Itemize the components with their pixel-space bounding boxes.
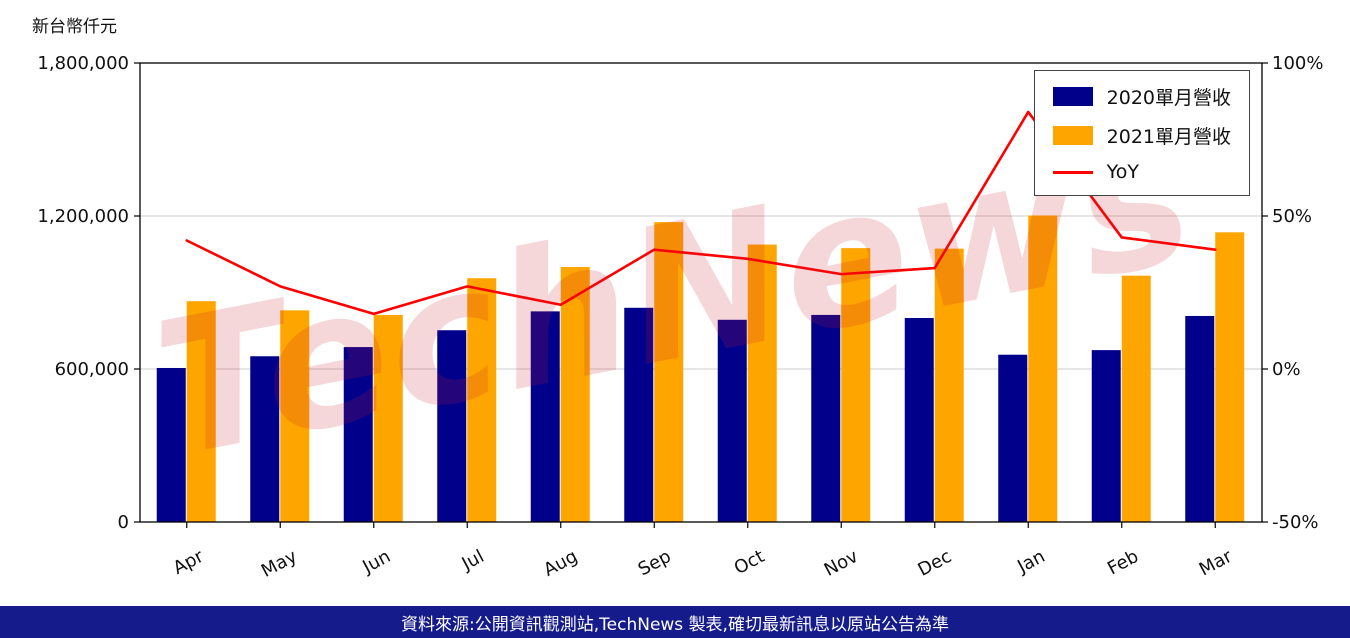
x-tick-label-Mar: Mar xyxy=(1196,546,1236,581)
left-axis-unit-label: 新台幣仟元 xyxy=(32,17,117,37)
left-tick-label: 600,000 xyxy=(55,359,129,380)
x-tick-label-Apr: Apr xyxy=(170,546,208,579)
bar-2021單月營收-Apr xyxy=(186,301,216,522)
bar-series-1 xyxy=(186,215,1245,523)
chart-legend: 2020單月營收 2021單月營收 YoY xyxy=(1033,70,1250,196)
right-tick-label: -50% xyxy=(1272,512,1319,533)
bar-2020單月營收-Sep xyxy=(624,307,654,522)
legend-label-yoy: YoY xyxy=(1106,161,1139,183)
x-tick-label-May: May xyxy=(258,546,301,582)
x-tick-label-Sep: Sep xyxy=(635,546,675,580)
x-tick-label-Oct: Oct xyxy=(731,546,768,579)
source-footer: 資料來源:公開資訊觀測站,TechNews 製表,確切最新訊息以原站公告為準 xyxy=(0,606,1350,638)
plot-frame xyxy=(139,62,1263,523)
x-tick-label-Jun: Jun xyxy=(359,546,395,578)
right-tick-label: 50% xyxy=(1272,206,1312,227)
x-tick-label-Aug: Aug xyxy=(540,546,581,581)
legend-item-2021-revenue: 2021單月營收 xyxy=(1052,122,1231,149)
bar-2021單月營收-Feb xyxy=(1121,275,1151,522)
bar-2020單月營收-Oct xyxy=(717,319,747,522)
legend-swatch-2021 xyxy=(1052,126,1093,145)
bar-2020單月營收-Feb xyxy=(1091,350,1121,522)
x-tick-label-Feb: Feb xyxy=(1104,546,1142,580)
bar-2020單月營收-May xyxy=(250,356,280,522)
bar-2020單月營收-Apr xyxy=(156,367,186,522)
bar-2021單月營收-Oct xyxy=(747,244,777,522)
legend-label-2021: 2021單月營收 xyxy=(1106,126,1231,148)
legend-item-2020-revenue: 2020單月營收 xyxy=(1052,83,1231,110)
left-tick-label: 0 xyxy=(118,512,129,533)
bar-2021單月營收-Nov xyxy=(841,248,871,522)
legend-label-2020: 2020單月營收 xyxy=(1106,87,1231,109)
bar-2020單月營收-Jun xyxy=(343,347,373,522)
bar-2021單月營收-Mar xyxy=(1215,232,1245,522)
bar-2020單月營收-Aug xyxy=(530,311,560,522)
x-tick-label-Dec: Dec xyxy=(914,546,955,581)
legend-swatch-2020 xyxy=(1052,87,1093,106)
bar-2021單月營收-Jun xyxy=(373,314,403,522)
bar-2020單月營收-Jan xyxy=(998,354,1028,522)
bar-2020單月營收-Mar xyxy=(1185,315,1215,522)
left-tick-label: 1,200,000 xyxy=(37,206,129,227)
bar-2021單月營收-Jan xyxy=(1028,215,1058,523)
bar-2020單月營收-Jul xyxy=(437,330,467,522)
bar-2021單月營收-Jul xyxy=(467,278,497,522)
bar-2020單月營收-Dec xyxy=(904,318,934,522)
bar-2021單月營收-Aug xyxy=(560,267,590,522)
bar-series-0 xyxy=(156,307,1215,522)
bar-2020單月營收-Nov xyxy=(811,314,841,522)
x-tick-label-Nov: Nov xyxy=(821,546,862,581)
x-tick-label-Jan: Jan xyxy=(1013,546,1048,578)
bar-2021單月營收-May xyxy=(280,310,310,522)
x-tick-label-Jul: Jul xyxy=(458,546,488,575)
left-tick-label: 1,800,000 xyxy=(37,53,129,74)
right-tick-label: 0% xyxy=(1272,359,1301,380)
bar-2021單月營收-Dec xyxy=(934,248,964,522)
legend-item-yoy: YoY xyxy=(1052,161,1231,183)
bar-2021單月營收-Sep xyxy=(654,222,684,522)
source-footer-text: 資料來源:公開資訊觀測站,TechNews 製表,確切最新訊息以原站公告為準 xyxy=(401,614,949,635)
right-tick-label: 100% xyxy=(1272,53,1323,74)
legend-swatch-yoy-line xyxy=(1052,170,1093,174)
